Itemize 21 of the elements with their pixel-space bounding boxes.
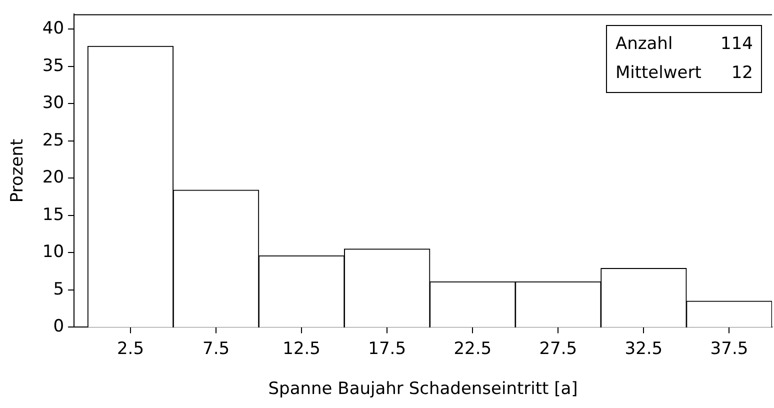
text: Anzahl 114	[615, 34, 753, 54]
text: Mittelwert 12	[615, 63, 753, 83]
x-tick-label: 37.5	[710, 338, 748, 359]
y-tick-label: 25	[42, 130, 64, 150]
x-tick-label: 32.5	[624, 338, 663, 359]
y-tick-label: 30	[42, 93, 64, 114]
x-tick-label: 7.5	[202, 338, 230, 359]
x-tick-label: 2.5	[116, 338, 144, 359]
y-tick-label: 10	[42, 242, 64, 262]
x-axis-title: Spanne Baujahr Schadenseintritt [a]	[268, 379, 578, 400]
y-tick-label: 15	[42, 204, 64, 225]
y-tick-label: 20	[42, 168, 64, 188]
x-tick-label: 27.5	[539, 338, 578, 359]
x-tick-label: 17.5	[368, 338, 406, 359]
x-tick-label: 12.5	[282, 338, 320, 359]
y-tick-label: 0	[53, 316, 64, 337]
x-tick-label: 22.5	[454, 338, 492, 359]
y-tick-label: 40	[42, 18, 64, 39]
y-tick-label: 5	[53, 279, 64, 300]
y-tick-label: 35	[42, 56, 64, 76]
y-axis-title: Prozent	[8, 138, 28, 203]
